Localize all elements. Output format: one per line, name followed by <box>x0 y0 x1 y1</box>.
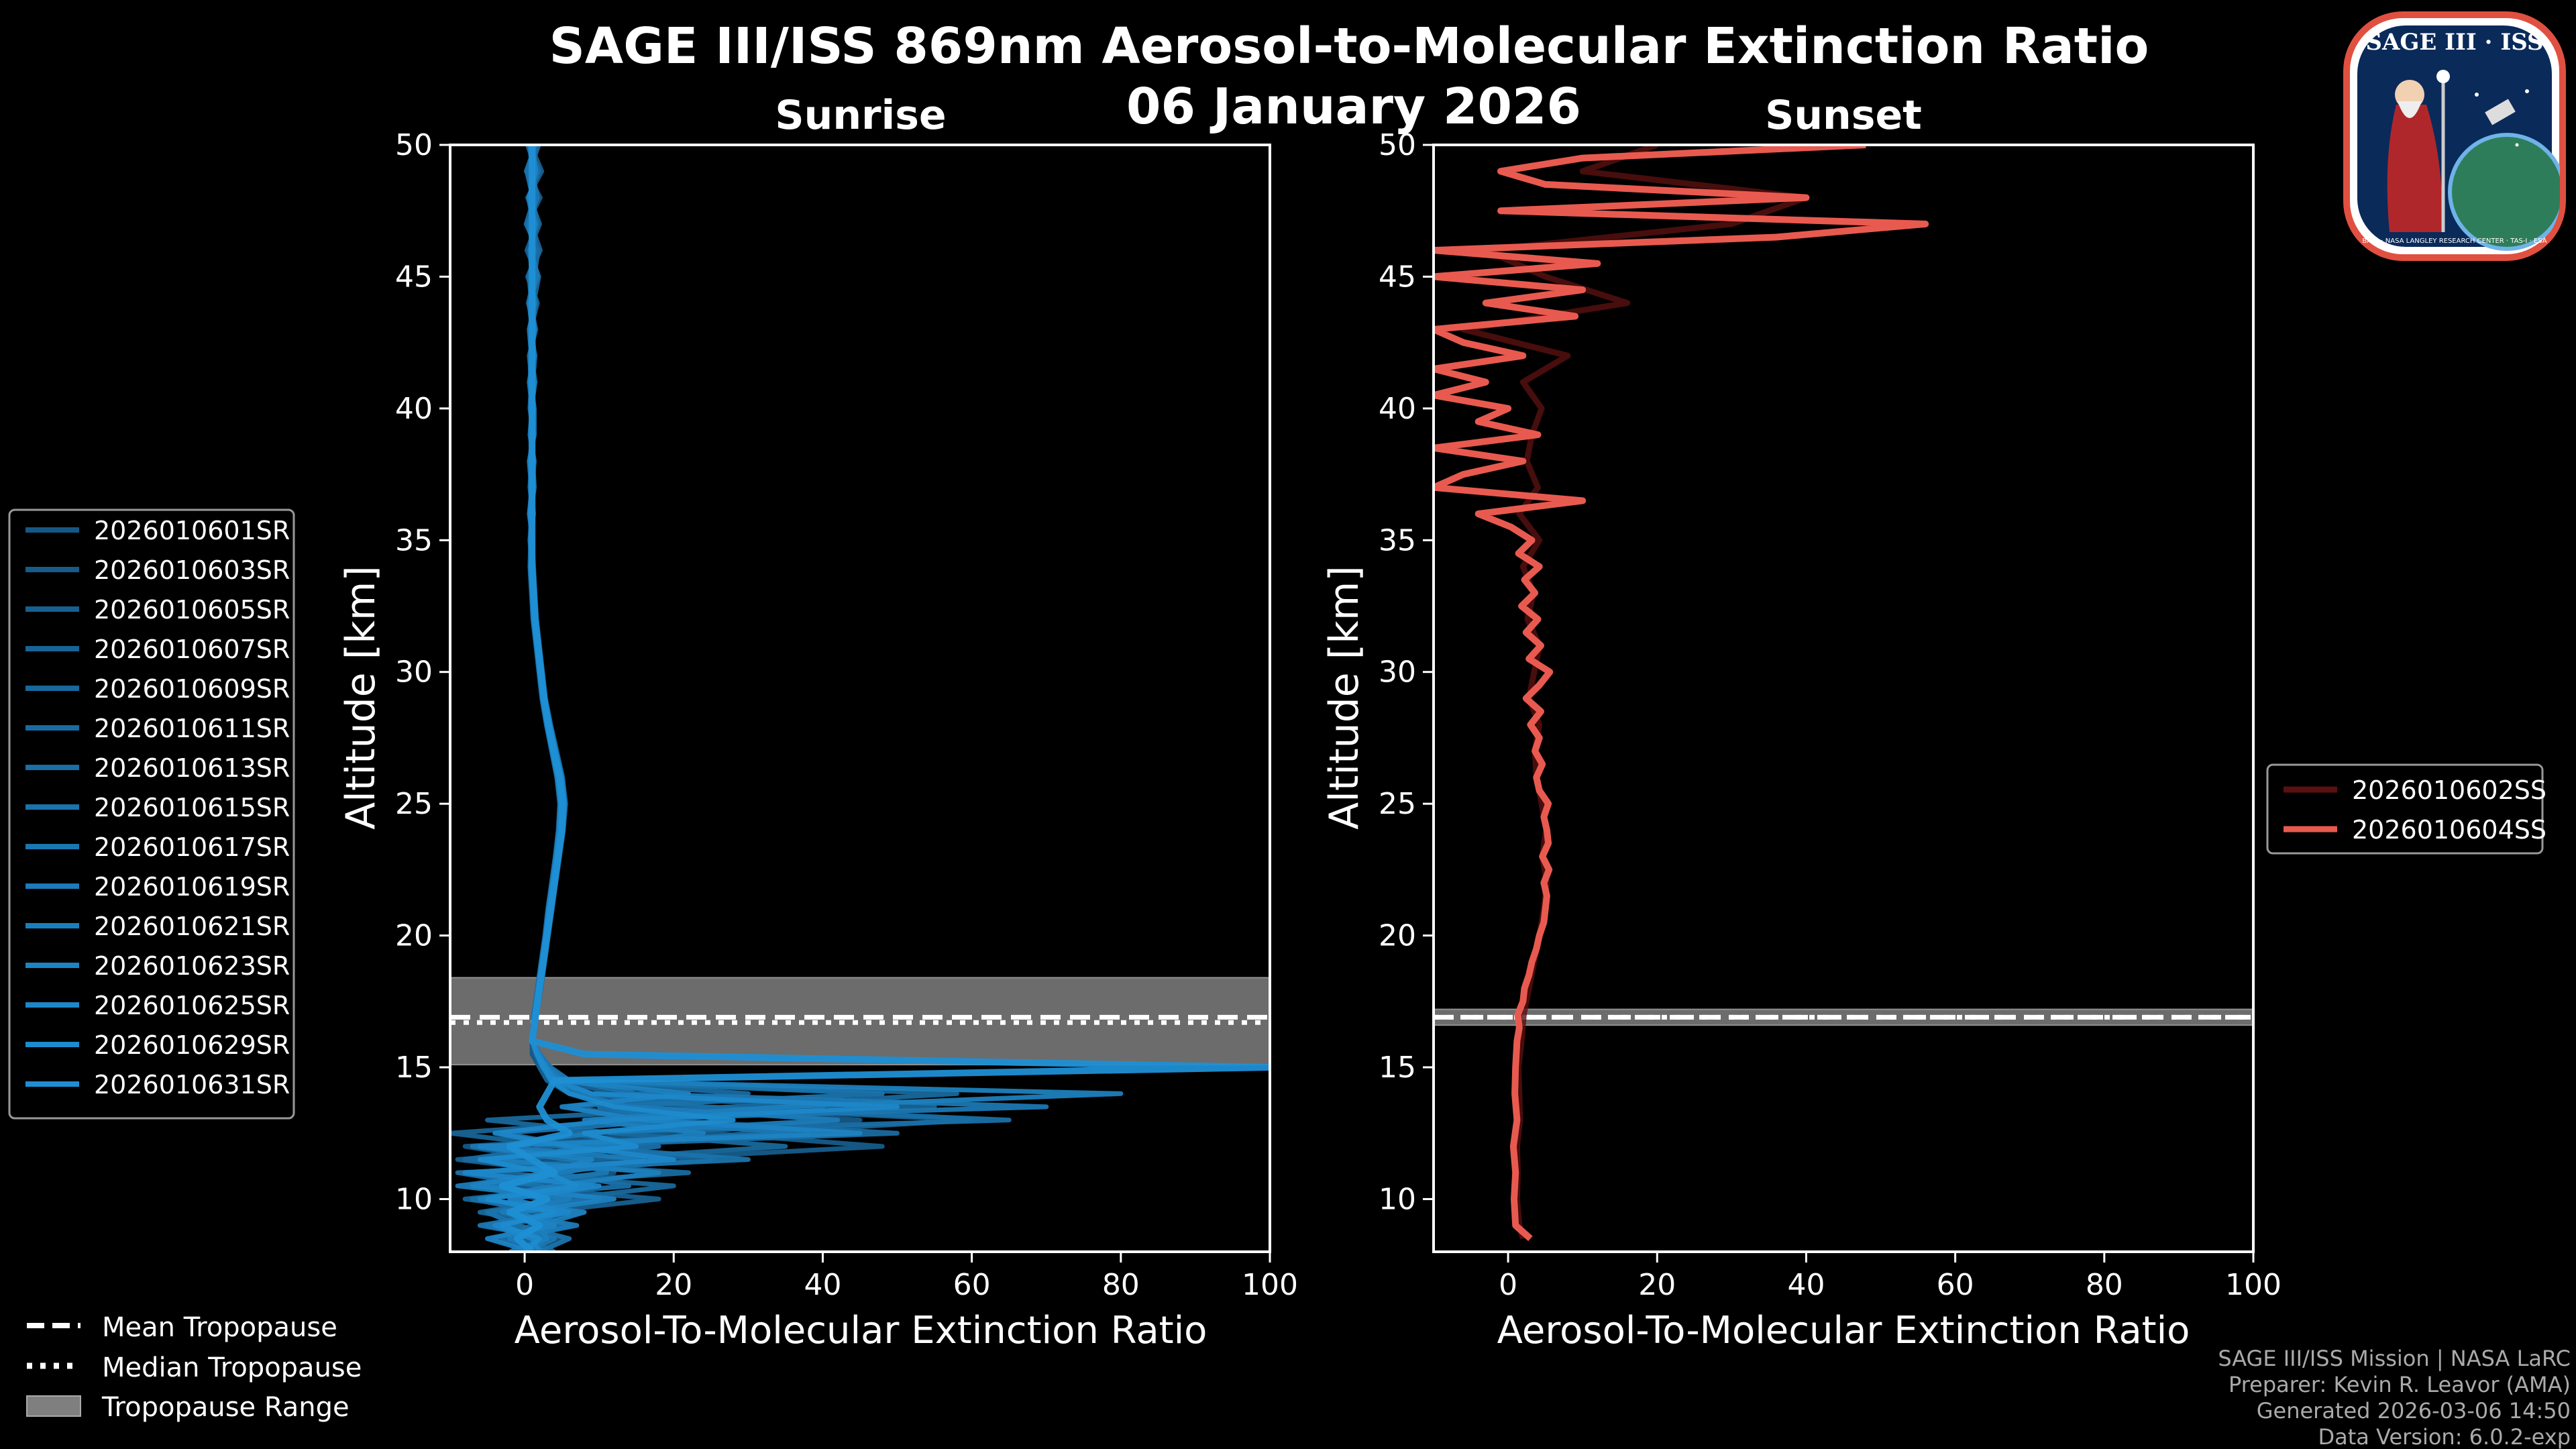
sunset-ytick-label: 35 <box>1379 523 1416 557</box>
figure-title: SAGE III/ISS 869nm Aerosol-to-Molecular … <box>549 17 2149 75</box>
sunset-xlabel: Aerosol-To-Molecular Extinction Ratio <box>1497 1309 2190 1352</box>
sunrise-axes-frame <box>449 144 1271 1253</box>
legend-label-2026010602SS: 2026010602SS <box>2352 775 2546 805</box>
sunrise-xtick-label: 0 <box>515 1268 534 1302</box>
mean-tropopause-label: Mean Tropopause <box>102 1312 337 1343</box>
legend-label-2026010611SR: 2026010611SR <box>94 714 290 743</box>
sunset-ytick-label: 40 <box>1379 392 1416 426</box>
logo-title: SAGE III · ISS <box>2365 29 2543 56</box>
robe-icon <box>2387 105 2443 232</box>
sunset-xtick-label: 40 <box>1787 1268 1825 1302</box>
sunset-xtick-label: 80 <box>2086 1268 2123 1302</box>
legend-label-2026010623SR: 2026010623SR <box>94 951 290 981</box>
sunrise-xtick-label: 40 <box>804 1268 841 1302</box>
sunrise-ytick-label: 40 <box>395 392 433 426</box>
sunrise-ytick-label: 30 <box>395 655 433 690</box>
sunset-legend: 2026010602SS 2026010604SS <box>2266 763 2546 855</box>
satellite-icon <box>2485 99 2516 125</box>
logo-ring-text: BALL · NASA LANGLEY RESEARCH CENTER · TA… <box>2362 237 2546 245</box>
footer-mission: SAGE III/ISS Mission | NASA LaRC <box>2218 1346 2571 1371</box>
legend-label-2026010631SR: 2026010631SR <box>94 1070 290 1099</box>
sunrise-ytick-label: 25 <box>395 787 433 821</box>
legend-label-2026010621SR: 2026010621SR <box>94 912 290 941</box>
sunset-ytick-label: 45 <box>1379 260 1416 294</box>
series-line-2026010631SR <box>498 145 1270 1252</box>
footer-credits: SAGE III/ISS Mission | NASA LaRC Prepare… <box>2218 1346 2571 1449</box>
sunset-axes-frame <box>1432 144 2255 1253</box>
panel-title-sunset: Sunset <box>1765 92 1922 139</box>
legend-label-2026010629SR: 2026010629SR <box>94 1030 290 1060</box>
sunrise-legend-box <box>8 508 295 1120</box>
sunrise-xtick-label: 80 <box>1102 1268 1140 1302</box>
tropopause-legend: Mean Tropopause Median Tropopause Tropop… <box>26 1312 362 1423</box>
sunrise-ylabel: Altitude [km] <box>337 566 384 830</box>
sunset-ytick-label: 50 <box>1379 128 1416 162</box>
legend-label-2026010619SR: 2026010619SR <box>94 872 290 902</box>
sunset-xtick-label: 20 <box>1638 1268 1676 1302</box>
sunrise-ytick-label: 35 <box>395 523 433 557</box>
sunrise-plot-area: 0 20 40 60 80 100 10 15 20 25 30 35 40 45 50 <box>395 128 1298 1302</box>
sunrise-xlabel: Aerosol-To-Molecular Extinction Ratio <box>515 1309 1208 1352</box>
sunset-ytick-label: 10 <box>1379 1182 1416 1216</box>
legend-label-2026010617SR: 2026010617SR <box>94 833 290 862</box>
earth-icon <box>2450 135 2560 249</box>
sunset-xtick-label: 60 <box>1937 1268 1974 1302</box>
legend-label-2026010601SR: 2026010601SR <box>94 516 290 545</box>
legend-label-2026010607SR: 2026010607SR <box>94 635 290 664</box>
sunrise-ytick-label: 45 <box>395 260 433 294</box>
sunset-xtick-label: 0 <box>1499 1268 1517 1302</box>
sunrise-legend: 2026010601SR 2026010603SR 2026010605SR 2026… <box>8 508 295 1120</box>
series-line-2026010604SS <box>1434 145 1929 1242</box>
legend-label-2026010609SR: 2026010609SR <box>94 674 290 704</box>
sunset-ytick-label: 30 <box>1379 655 1416 690</box>
sunset-ytick-label: 15 <box>1379 1051 1416 1085</box>
legend-label-2026010613SR: 2026010613SR <box>94 753 290 783</box>
footer-preparer: Preparer: Kevin R. Leavor (AMA) <box>2229 1372 2571 1397</box>
sunrise-ytick-label: 10 <box>395 1182 433 1216</box>
sunrise-xtick-label: 20 <box>655 1268 692 1302</box>
sunset-plot-area: 0 20 40 60 80 100 10 15 20 25 30 35 40 45 50 <box>1379 128 2282 1302</box>
sunrise-ytick-label: 50 <box>395 128 433 162</box>
legend-label-2026010605SR: 2026010605SR <box>94 595 290 625</box>
sunset-ylabel: Altitude [km] <box>1321 566 1368 830</box>
tropopause-range-swatch <box>26 1395 81 1417</box>
sunrise-xtick-label: 60 <box>953 1268 991 1302</box>
figure-date: 06 January 2026 <box>1126 78 1581 136</box>
sunset-xtick-label: 100 <box>2225 1268 2282 1302</box>
sunrise-ytick-label: 15 <box>395 1051 433 1085</box>
sage-mission-logo: SAGE III · ISS BALL · NASA LANGLEY RESEA… <box>2343 11 2566 261</box>
legend-label-2026010625SR: 2026010625SR <box>94 991 290 1020</box>
footer-data-version: Data Version: 6.0.2-exp <box>2318 1424 2571 1449</box>
sunset-ytick-label: 20 <box>1379 919 1416 953</box>
tropopause-range-label: Tropopause Range <box>101 1392 350 1423</box>
sunrise-xtick-label: 100 <box>1242 1268 1298 1302</box>
sunrise-ytick-label: 20 <box>395 919 433 953</box>
panel-title-sunrise: Sunrise <box>775 92 946 139</box>
median-tropopause-label: Median Tropopause <box>102 1352 362 1383</box>
footer-generated: Generated 2026-03-06 14:50 <box>2257 1398 2571 1424</box>
legend-label-2026010615SR: 2026010615SR <box>94 793 290 822</box>
sunset-ytick-label: 25 <box>1379 787 1416 821</box>
legend-label-2026010603SR: 2026010603SR <box>94 555 290 585</box>
legend-label-2026010604SS: 2026010604SS <box>2352 815 2546 845</box>
